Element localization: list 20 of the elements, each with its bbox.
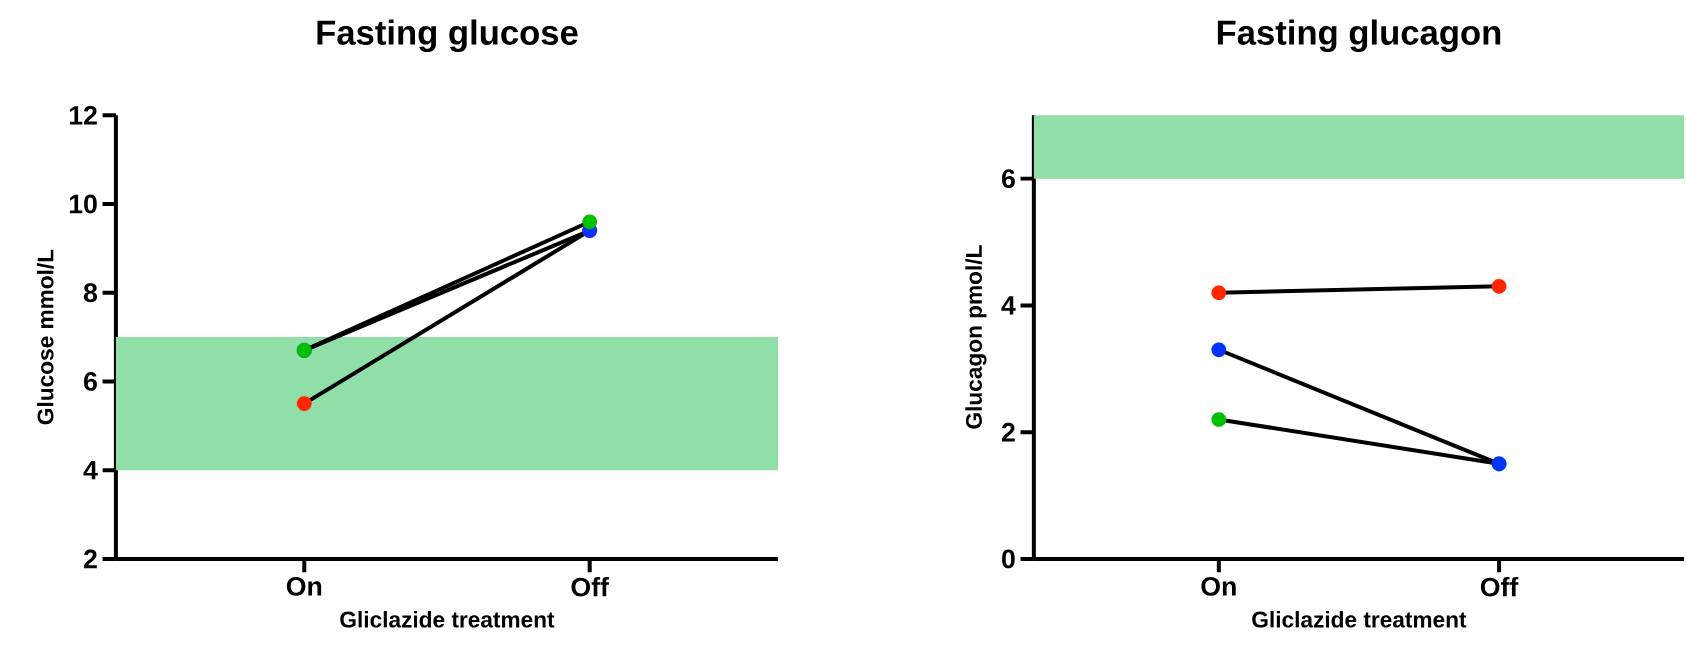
x-axis-title: Gliclazide treatment <box>340 610 555 628</box>
x-tick-label: On <box>286 576 322 596</box>
y-axis-title: Glucagon pmol/L <box>965 245 987 429</box>
y-tick-label: 2 <box>1001 422 1015 442</box>
x-axis-title: Gliclazide treatment <box>1252 610 1467 628</box>
x-tick-label: Off <box>1480 576 1519 597</box>
y-axis-title: Glucose mmol/L <box>36 249 54 425</box>
y-tick-label: 10 <box>69 194 97 214</box>
x-tick-label: Off <box>571 576 609 597</box>
y-tick-label: 4 <box>1001 295 1016 315</box>
y-tick-label: 2 <box>83 549 97 568</box>
y-tick-label: 6 <box>1001 168 1015 188</box>
y-tick-label: 6 <box>84 371 97 391</box>
x-tick-label: On <box>1201 576 1236 596</box>
y-tick-label: 4 <box>83 460 98 480</box>
y-tick-label: 8 <box>83 283 98 302</box>
y-tick-label: 12 <box>69 105 97 125</box>
y-tick-label: 0 <box>1002 549 1015 569</box>
chart-title: Fasting glucose <box>317 19 578 52</box>
chart-title: Fasting glucagon <box>1217 19 1501 52</box>
